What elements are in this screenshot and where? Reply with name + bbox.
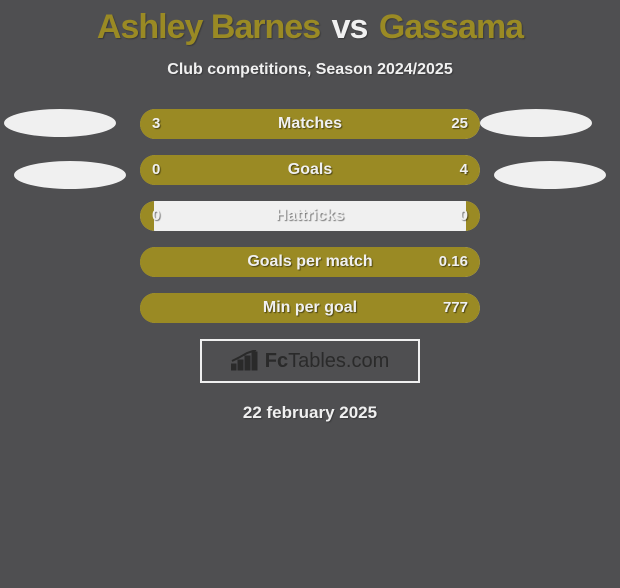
player-marker-b-3 bbox=[494, 161, 606, 189]
vs-text: vs bbox=[332, 8, 368, 46]
player-marker-b-1 bbox=[480, 109, 592, 137]
bar-fill-b bbox=[140, 293, 480, 323]
value-b: 0 bbox=[460, 201, 468, 231]
bar-fill-b bbox=[140, 155, 480, 185]
brand-part-c: .com bbox=[346, 350, 389, 372]
comparison-chart: 325Matches04Goals00Hattricks0.16Goals pe… bbox=[0, 109, 620, 323]
bar-track bbox=[140, 201, 480, 231]
bar-fill-a bbox=[140, 109, 201, 139]
comparison-title: Ashley Barnes vs Gassama bbox=[0, 8, 620, 47]
brand-part-a: Fc bbox=[265, 350, 288, 372]
brand-text: FcTables.com bbox=[265, 350, 390, 373]
value-b: 4 bbox=[460, 155, 468, 185]
stat-row-min-per-goal: 777Min per goal bbox=[140, 293, 480, 323]
snapshot-date: 22 february 2025 bbox=[0, 403, 620, 423]
stat-row-hattricks: 00Hattricks bbox=[140, 201, 480, 231]
bar-fill-b bbox=[140, 247, 480, 277]
player-marker-a-0 bbox=[4, 109, 116, 137]
stat-row-goals-per-match: 0.16Goals per match bbox=[140, 247, 480, 277]
player-b-name: Gassama bbox=[379, 8, 523, 46]
player-marker-a-2 bbox=[14, 161, 126, 189]
player-a-name: Ashley Barnes bbox=[97, 8, 320, 46]
value-b: 25 bbox=[451, 109, 468, 139]
chart-icon bbox=[231, 350, 261, 372]
stat-row-matches: 325Matches bbox=[140, 109, 480, 139]
bar-fill-b bbox=[466, 201, 480, 231]
value-b: 777 bbox=[443, 293, 468, 323]
value-a: 0 bbox=[152, 201, 160, 231]
subtitle: Club competitions, Season 2024/2025 bbox=[0, 61, 620, 79]
stat-row-goals: 04Goals bbox=[140, 155, 480, 185]
value-a: 3 bbox=[152, 109, 160, 139]
brand-part-b: Tables bbox=[288, 350, 346, 372]
value-a: 0 bbox=[152, 155, 160, 185]
brand-box: FcTables.com bbox=[200, 339, 420, 383]
value-b: 0.16 bbox=[439, 247, 468, 277]
